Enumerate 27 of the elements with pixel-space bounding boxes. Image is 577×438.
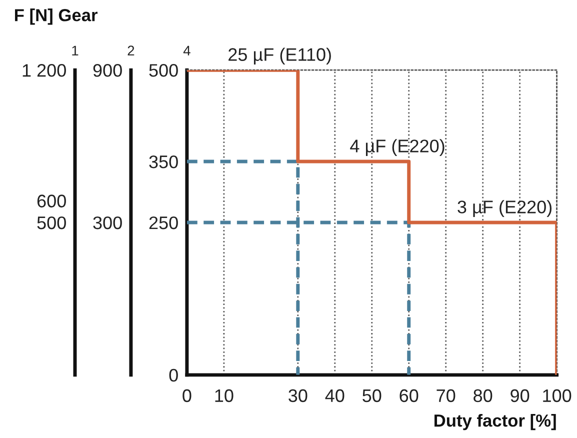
y3-tick-label: 600 <box>37 194 66 208</box>
y2-tick-label: 900 <box>93 64 122 77</box>
annotation: 4 µF (E220) <box>350 139 444 156</box>
x-tick-label: 30 <box>288 389 308 402</box>
x-tick-label: 40 <box>325 389 344 402</box>
y-tick-label: 0 <box>169 368 178 382</box>
x-tick-label: 10 <box>215 389 234 402</box>
y3-tick-label: 1 200 <box>22 64 66 77</box>
x-tick-label: 60 <box>400 389 418 402</box>
x-tick-label: 70 <box>436 389 456 402</box>
annotation: 3 µF (E220) <box>458 200 552 217</box>
y2-axis-title: 2 <box>128 46 134 56</box>
y-tick-label: 350 <box>149 155 178 168</box>
y-axis-title: 4 <box>183 46 190 56</box>
x-tick-label: 90 <box>510 389 530 402</box>
y3-axis-title: 1 <box>72 46 78 56</box>
x-axis-title: Duty factor [%] <box>434 414 556 430</box>
x-tick-label: 80 <box>474 389 492 402</box>
y-tick-label: 500 <box>149 64 178 77</box>
x-tick-label: 50 <box>362 389 382 402</box>
chart-title: F [N] Gear <box>15 8 98 25</box>
annotation: 25 µF (E110) <box>228 48 331 65</box>
y3-tick-label: 500 <box>37 216 66 230</box>
y-tick-label: 250 <box>149 216 178 230</box>
y2-tick-label: 300 <box>93 216 122 230</box>
x-tick-label: 0 <box>182 389 192 402</box>
x-tick-label: 100 <box>543 389 572 402</box>
